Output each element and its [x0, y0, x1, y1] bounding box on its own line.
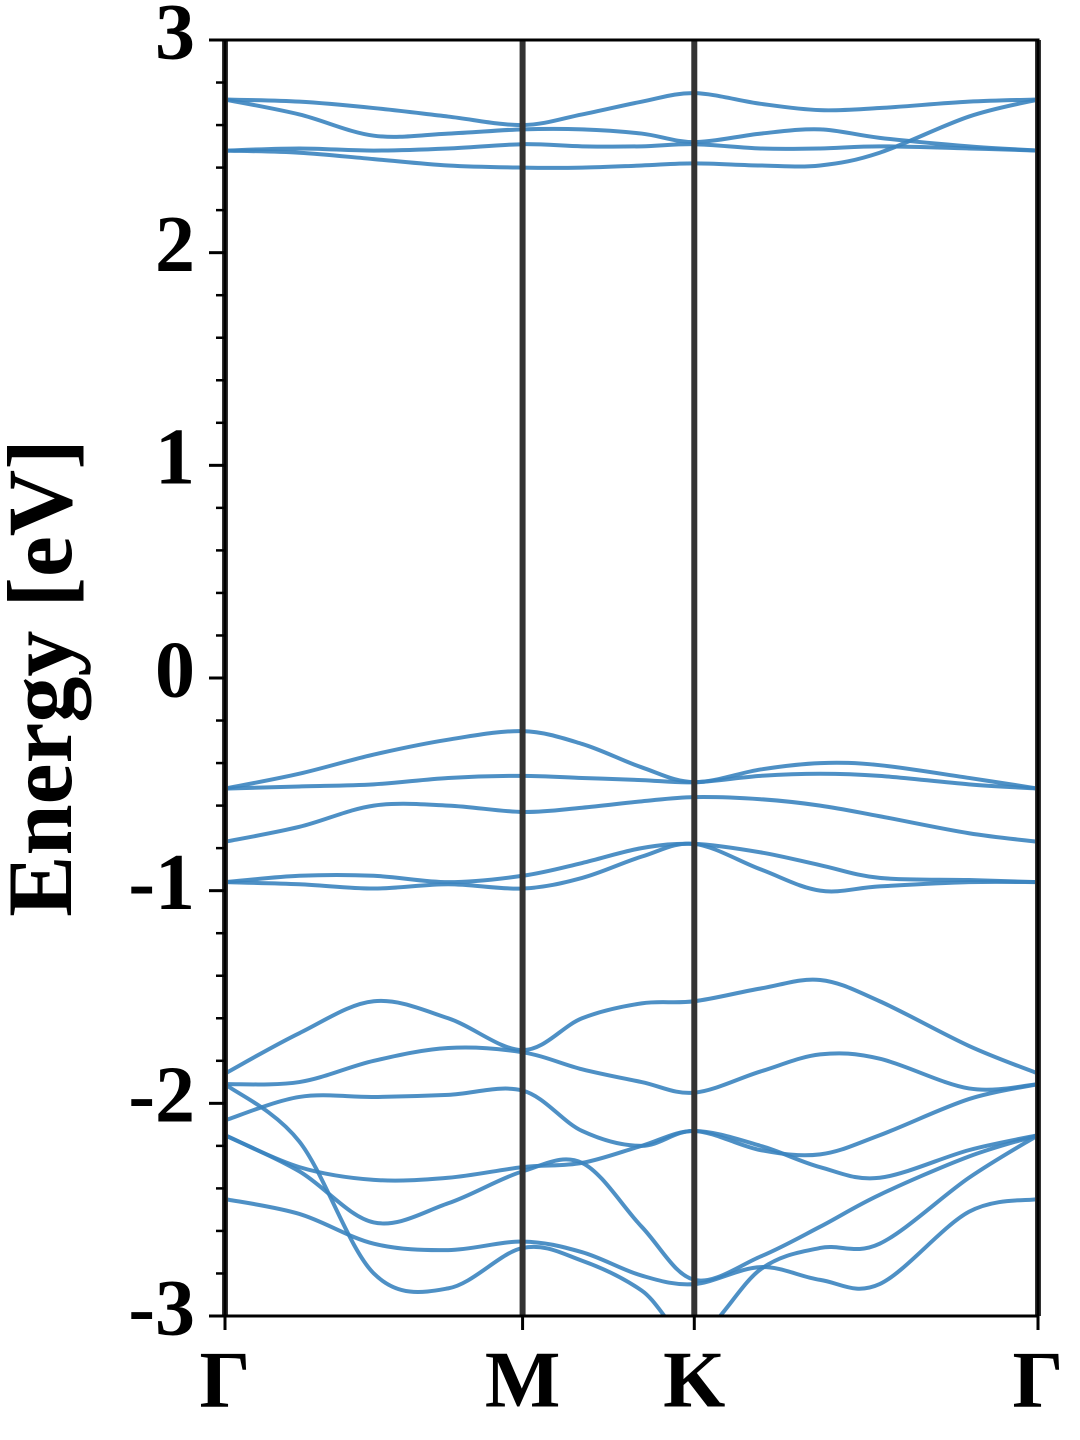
y-tick-label: 0: [155, 626, 195, 714]
y-tick-label: -2: [128, 1052, 195, 1140]
y-tick-label: -3: [128, 1264, 195, 1352]
bands: [225, 91, 1038, 1316]
band-line: [225, 1128, 1038, 1183]
band-line: [225, 795, 1038, 844]
band-line: [225, 729, 1038, 791]
plot-frame: [223, 38, 1040, 1318]
band-line: [225, 1045, 1038, 1095]
y-tick-label: 2: [155, 201, 195, 289]
band-line: [225, 97, 1038, 153]
band-line: [225, 977, 1038, 1076]
x-tick-label: Γ: [200, 1336, 251, 1424]
x-tick-label: Γ: [1013, 1336, 1064, 1424]
x-tick-label: K: [663, 1336, 725, 1424]
y-tick-label: -1: [128, 839, 195, 927]
x-tick-label: M: [485, 1336, 561, 1424]
y-axis-label: Energy [eV]: [0, 439, 91, 917]
band-line: [225, 841, 1038, 894]
band-line: [225, 1197, 1038, 1291]
band-line: [225, 91, 1038, 128]
band-line: [225, 1133, 1038, 1283]
band-line: [225, 142, 1038, 153]
band-line: [225, 1082, 1038, 1316]
y-tick-label: 1: [155, 414, 195, 502]
band-line: [225, 97, 1038, 170]
band-line: [225, 1082, 1038, 1158]
band-line: [225, 841, 1038, 885]
y-tick-label: 3: [155, 0, 195, 76]
band-line: [225, 771, 1038, 791]
